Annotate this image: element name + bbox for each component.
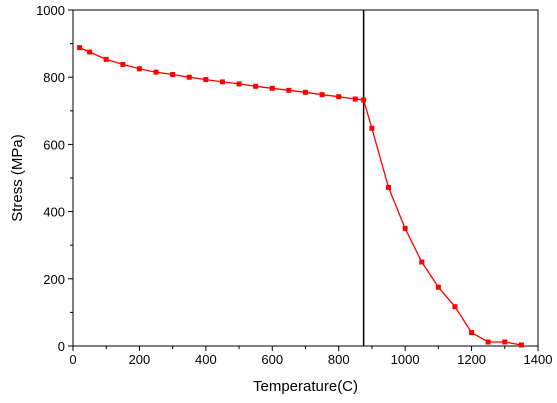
- data-point: [361, 97, 367, 103]
- x-tick-label: 200: [129, 352, 151, 367]
- x-tick-label: 600: [261, 352, 283, 367]
- data-point: [386, 184, 392, 190]
- x-axis-ticks: 0 200 400 600 800 1000 1200 1400: [69, 346, 552, 367]
- x-axis-title: Temperature(C): [253, 378, 358, 395]
- data-point: [369, 125, 375, 131]
- data-point: [219, 79, 225, 85]
- data-point: [336, 94, 342, 100]
- data-point: [319, 92, 325, 98]
- plot-border: [72, 9, 539, 347]
- y-tick-label: 800: [43, 70, 65, 85]
- data-point: [303, 89, 308, 95]
- x-tick-label: 1400: [524, 352, 553, 367]
- data-point: [77, 45, 83, 51]
- y-tick-label: 200: [43, 272, 65, 287]
- data-point: [120, 61, 126, 67]
- data-point: [203, 77, 209, 83]
- y-tick-label: 1000: [36, 3, 65, 18]
- data-point: [402, 225, 408, 231]
- x-tick-label: 400: [195, 352, 217, 367]
- data-point: [485, 339, 491, 345]
- data-point: [170, 72, 176, 78]
- y-axis-ticks: 0 200 400 600 800 1000: [36, 3, 73, 354]
- y-axis-title: Stress (MPa): [9, 134, 26, 222]
- data-point: [136, 66, 142, 72]
- data-point: [253, 83, 259, 89]
- data-point: [419, 259, 425, 265]
- data-point: [87, 49, 93, 55]
- data-point: [153, 69, 159, 75]
- x-tick-label: 800: [328, 352, 350, 367]
- y-tick-label: 0: [58, 339, 65, 354]
- x-tick-label: 1200: [457, 352, 486, 367]
- data-point: [269, 85, 275, 91]
- data-point: [518, 342, 524, 348]
- data-point: [352, 96, 358, 102]
- data-point: [452, 304, 458, 310]
- data-point: [435, 284, 441, 290]
- data-point: [236, 81, 242, 87]
- plot-frame: [72, 9, 539, 347]
- data-point: [286, 87, 292, 93]
- data-point: [469, 330, 475, 336]
- y-tick-label: 400: [43, 205, 65, 220]
- x-tick-label: 1000: [391, 352, 420, 367]
- data-point: [103, 56, 109, 62]
- series-layer: [77, 45, 524, 348]
- y-tick-label: 600: [43, 137, 65, 152]
- data-point: [186, 74, 192, 80]
- x-tick-label: 0: [69, 352, 76, 367]
- data-point: [502, 339, 508, 345]
- series-line: [79, 47, 522, 346]
